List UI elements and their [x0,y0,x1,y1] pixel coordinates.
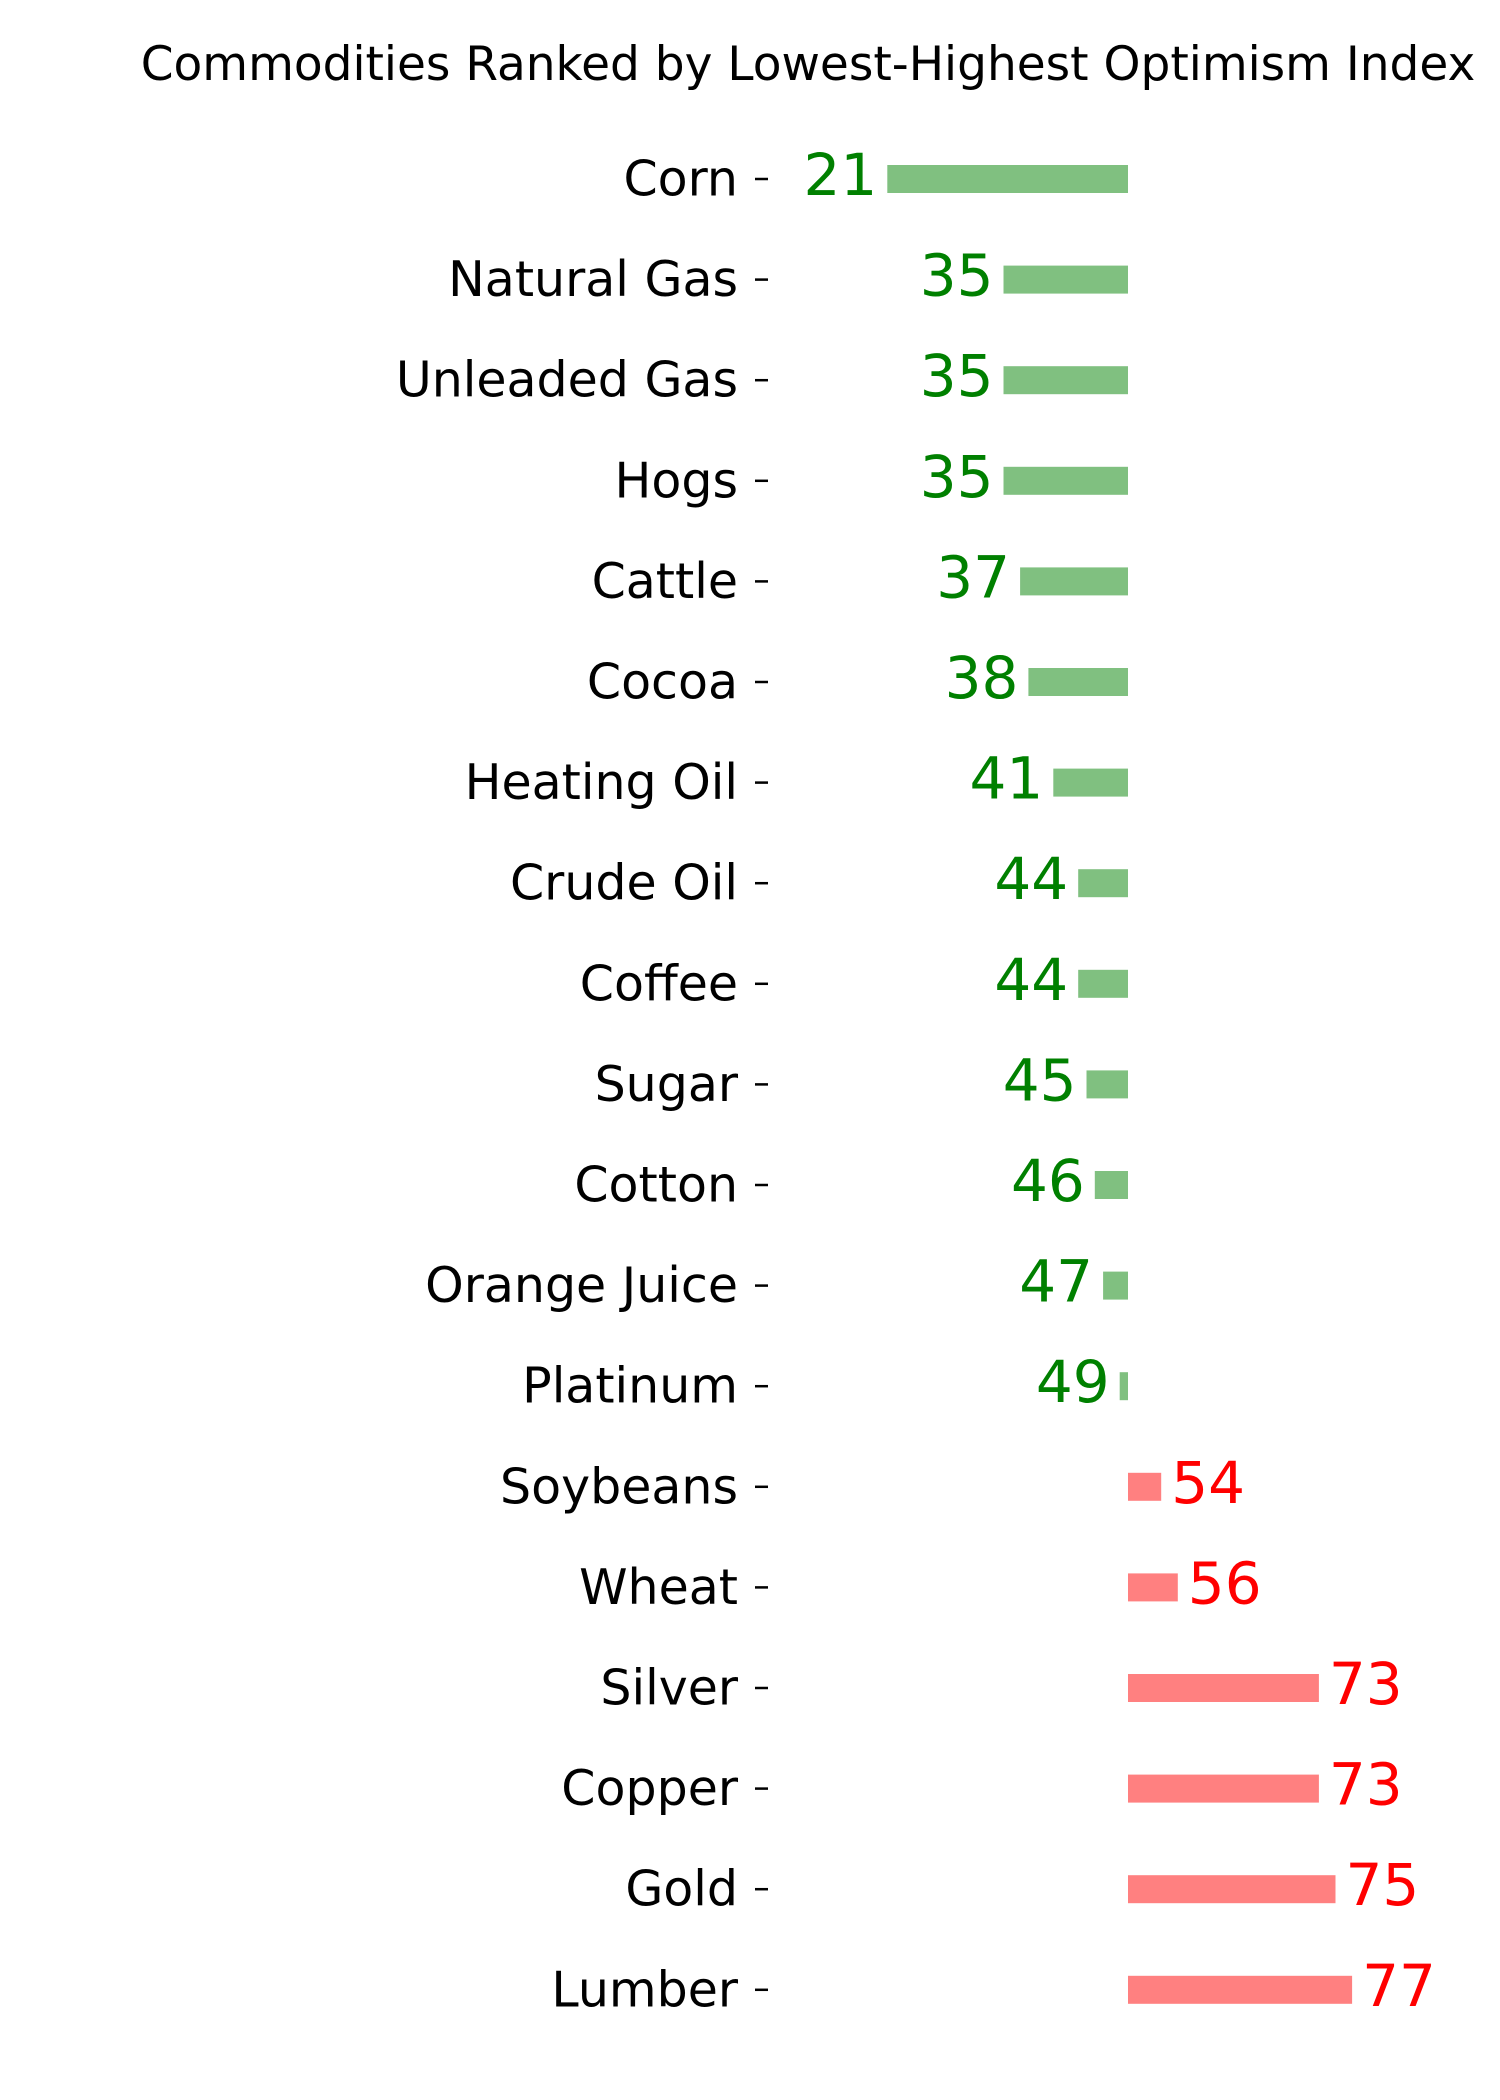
category-label-lumber: Lumber [551,1961,738,2018]
category-label-sugar: Sugar [595,1056,739,1113]
category-label-wheat: Wheat [579,1559,738,1616]
bar-soybeans [1128,1472,1162,1501]
value-label-soybeans: 54 [1171,1449,1245,1517]
bar-corn [887,165,1128,193]
category-label-gold: Gold [625,1861,738,1918]
value-label-copper: 73 [1329,1751,1403,1819]
value-label-wheat: 56 [1188,1549,1262,1617]
bar-cocoa [1028,668,1128,696]
value-label-silver: 73 [1329,1650,1403,1718]
category-label-cotton: Cotton [574,1157,738,1214]
value-label-corn: 21 [803,141,877,209]
value-label-heating-oil: 41 [969,745,1043,813]
bar-cotton [1094,1171,1128,1199]
value-label-orange-juice: 47 [1019,1248,1093,1316]
value-label-crude-oil: 44 [994,845,1068,913]
category-label-heating-oil: Heating Oil [465,754,738,811]
bar-crude-oil [1078,869,1128,898]
bar-platinum [1119,1372,1128,1401]
category-label-orange-juice: Orange Juice [425,1257,738,1314]
value-label-unleaded-gas: 35 [920,342,994,410]
bar-orange-juice [1103,1271,1128,1300]
category-label-coffee: Coffee [580,955,738,1012]
bar-gold [1128,1875,1336,1904]
category-label-crude-oil: Crude Oil [510,855,738,912]
category-label-unleaded-gas: Unleaded Gas [396,352,738,409]
value-label-cocoa: 38 [945,644,1019,712]
value-label-lumber: 77 [1362,1952,1436,2020]
category-label-cattle: Cattle [592,553,738,610]
value-label-sugar: 45 [1003,1046,1077,1114]
category-label-cocoa: Cocoa [587,654,738,711]
category-label-natural-gas: Natural Gas [448,251,738,308]
bar-coffee [1078,969,1128,998]
bar-copper [1128,1774,1319,1803]
bar-silver [1128,1674,1319,1702]
chart-title: Commodities Ranked by Lowest-Highest Opt… [141,37,1476,92]
value-label-natural-gas: 35 [920,242,994,310]
category-label-platinum: Platinum [522,1358,738,1415]
bar-cattle [1020,567,1128,596]
category-label-soybeans: Soybeans [500,1458,738,1515]
category-label-hogs: Hogs [615,452,738,509]
bar-hogs [1003,466,1128,495]
value-label-cattle: 37 [936,543,1010,611]
category-label-silver: Silver [600,1660,738,1717]
value-labels: 21 35 35 35 37 38 41 44 44 45 46 47 49 54 56 73 73 75 77 [803,141,1435,2020]
bar-wheat [1128,1573,1178,1602]
category-label-copper: Copper [561,1760,739,1817]
bar-lumber [1128,1975,1353,2004]
bars [887,165,1353,2004]
bar-heating-oil [1053,768,1128,797]
value-label-cotton: 46 [1011,1147,1085,1215]
value-label-hogs: 35 [920,443,994,511]
value-label-platinum: 49 [1036,1348,1110,1416]
category-label-corn: Corn [623,151,738,208]
value-label-gold: 75 [1346,1851,1420,1919]
value-label-coffee: 44 [994,946,1068,1014]
bar-unleaded-gas [1003,366,1128,395]
y-axis-ticks: Corn Natural Gas Unleaded Gas Hogs Cattle Coc… [396,151,768,2018]
bar-sugar [1086,1070,1128,1099]
bar-natural-gas [1003,265,1128,294]
